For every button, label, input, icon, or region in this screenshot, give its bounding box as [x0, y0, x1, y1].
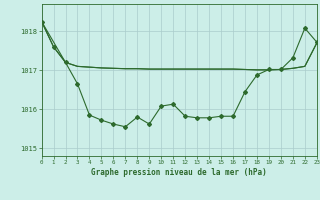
X-axis label: Graphe pression niveau de la mer (hPa): Graphe pression niveau de la mer (hPa) [91, 168, 267, 177]
